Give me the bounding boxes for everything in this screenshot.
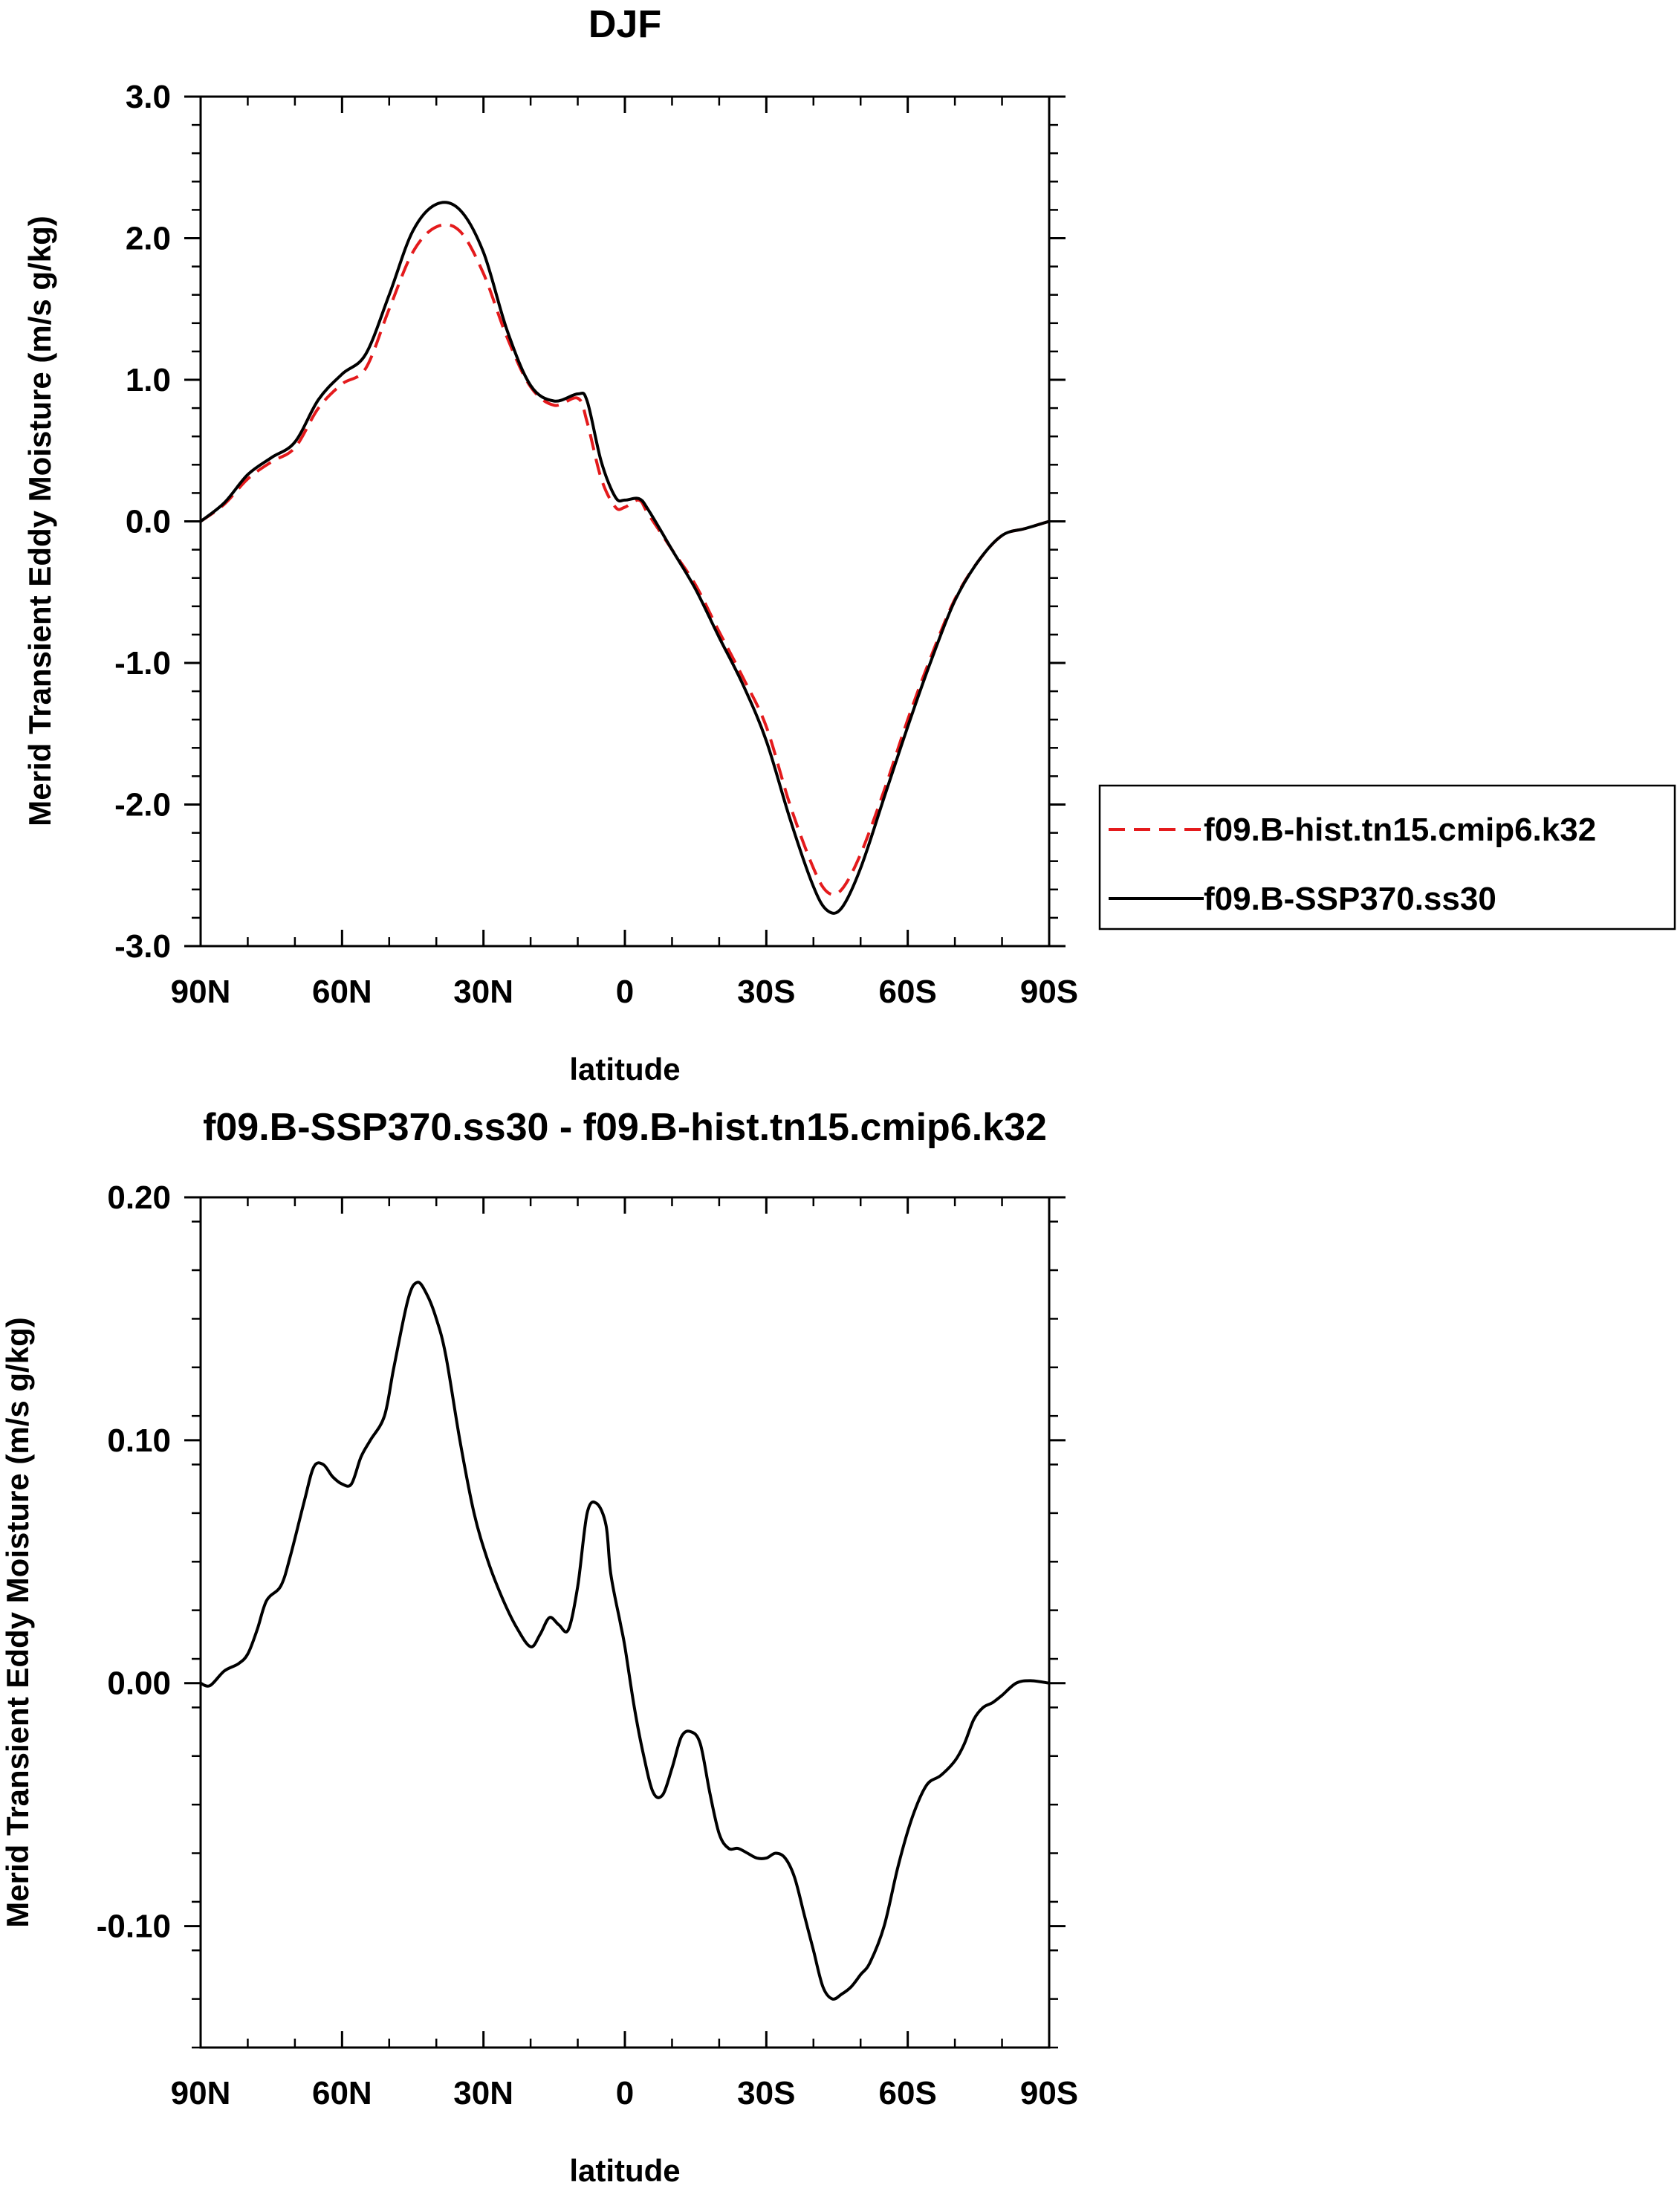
top-chart-xtick-label: 0 [616,974,634,1010]
bottom-chart-title: f09.B-SSP370.ss30 - f09.B-hist.tn15.cmip… [203,1106,1047,1149]
bottom-chart-series-line-0 [200,1281,1050,2001]
top-chart-xtick-label: 30N [453,974,513,1010]
legend-label-ssp370: f09.B-SSP370.ss30 [1204,881,1496,917]
bottom-chart-xtick-label: 90S [1020,2075,1078,2111]
top-chart-ticks [184,95,1066,948]
bottom-chart-xtick-label: 60S [879,2075,937,2111]
top-chart-title: DJF [588,3,661,46]
top-chart-ytick-label: 2.0 [126,221,171,257]
top-chart-panel: DJF 90N 60N 30N 0 30S 60S 90S 3.0 2.0 1.0 0.0 -1.0 -… [22,3,1078,1087]
bottom-chart-tick-labels: 90N 60N 30N 0 30S 60S 90S 0.20 0.10 0.00 -0.10 [97,1179,1078,2111]
bottom-chart-ytick-label: 0.10 [107,1422,171,1459]
top-chart-ytick-label: 3.0 [126,79,171,115]
legend-label-hist: f09.B-hist.tn15.cmip6.k32 [1204,812,1596,848]
bottom-chart-ticks [184,1196,1066,2049]
bottom-chart-xtick-label: 90N [171,2075,231,2111]
top-chart-series-line-1 [199,201,1050,915]
top-chart-ytick-label: 1.0 [126,362,171,398]
bottom-chart-frame [199,1196,1051,2049]
bottom-chart-ytick-label: 0.00 [107,1666,171,1702]
bottom-chart-xtick-label: 30S [737,2075,795,2111]
top-chart-xtick-label: 60N [312,974,372,1010]
top-chart-series-line-0 [199,223,1050,896]
top-chart-ytick-label: -2.0 [114,787,171,823]
top-chart-series [199,201,1050,915]
bottom-chart-series [200,1281,1050,2001]
top-chart-tick-labels: 90N 60N 30N 0 30S 60S 90S 3.0 2.0 1.0 0.0 -1.0 -2.0 -… [114,79,1078,1010]
bottom-chart-xlabel: latitude [569,2153,680,2188]
bottom-chart-xtick-label: 30N [453,2075,513,2111]
top-chart-ytick-label: 0.0 [126,504,171,540]
top-chart-ytick-label: -1.0 [114,645,171,682]
top-chart-xtick-label: 60S [879,974,937,1010]
top-chart-ytick-label: -3.0 [114,928,171,965]
bottom-chart-ytick-label: 0.20 [107,1179,171,1216]
top-chart-frame [199,95,1051,948]
bottom-chart-ytick-label: -0.10 [97,1909,171,1945]
top-chart-xtick-label: 30S [737,974,795,1010]
top-chart-xtick-label: 90S [1020,974,1078,1010]
bottom-chart-ylabel: Merid Transient Eddy Moisture (m/s g/kg) [0,1317,35,1927]
bottom-chart-panel: f09.B-SSP370.ss30 - f09.B-hist.tn15.cmip… [0,1106,1078,2188]
top-chart-ylabel: Merid Transient Eddy Moisture (m/s g/kg) [22,216,57,826]
bottom-chart-xtick-label: 0 [616,2075,634,2111]
top-chart-xlabel: latitude [569,1052,680,1087]
top-chart-legend: f09.B-hist.tn15.cmip6.k32 f09.B-SSP370.s… [1098,784,1676,930]
top-chart-xtick-label: 90N [171,974,231,1010]
bottom-chart-xtick-label: 60N [312,2075,372,2111]
legend-box [1098,784,1676,930]
